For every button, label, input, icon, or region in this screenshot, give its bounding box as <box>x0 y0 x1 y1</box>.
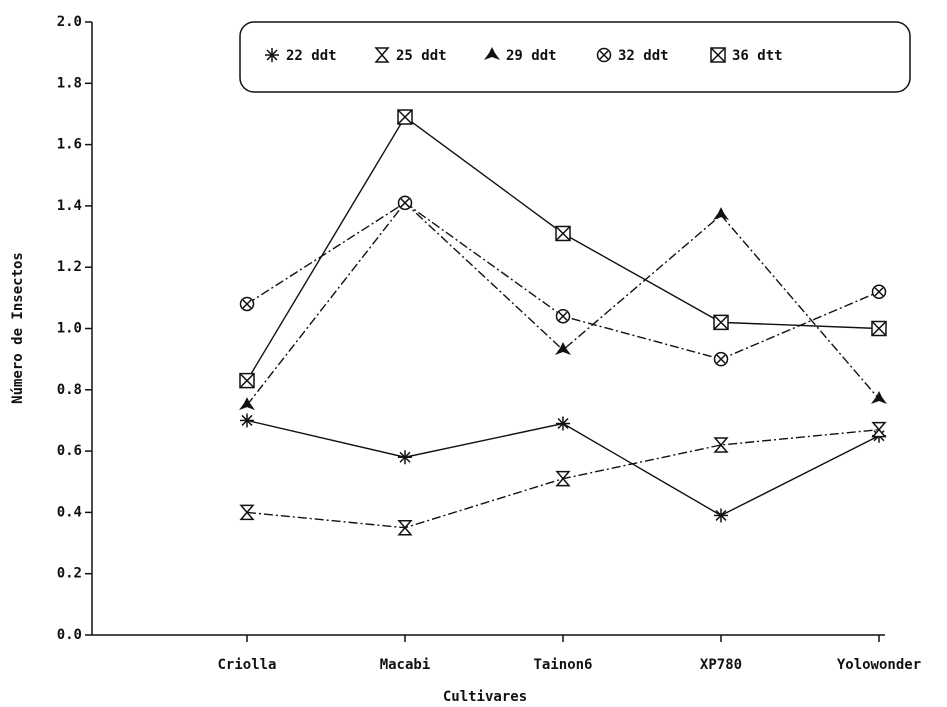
marker-stroke <box>397 109 413 125</box>
marker-stroke <box>599 50 609 60</box>
marker-stroke <box>242 299 252 309</box>
marker <box>714 508 728 523</box>
y-tick-label: 1.4 <box>57 198 82 214</box>
marker <box>713 437 729 453</box>
y-tick-label: 1.8 <box>57 75 82 91</box>
marker-shape <box>555 470 571 487</box>
marker-stroke <box>715 509 727 521</box>
marker-shape <box>397 519 413 536</box>
legend-label: 22 ddt <box>286 48 337 64</box>
legend-label: 32 ddt <box>618 48 669 64</box>
marker <box>710 47 726 63</box>
x-axis-label: Cultivares <box>443 689 527 705</box>
marker-shape <box>871 390 887 404</box>
marker-shape <box>484 47 500 60</box>
y-tick-label: 1.6 <box>57 137 82 153</box>
marker-shape <box>713 207 729 221</box>
y-tick-label: 1.0 <box>57 321 82 337</box>
marker <box>240 413 254 428</box>
marker-shape <box>555 341 571 355</box>
marker <box>239 397 255 411</box>
marker <box>555 470 571 487</box>
marker <box>871 390 887 404</box>
y-tick-label: 0.6 <box>57 443 82 459</box>
marker-stroke <box>557 417 569 430</box>
x-tick-label: XP780 <box>700 657 742 673</box>
marker <box>596 47 612 63</box>
x-tick-label: Macabi <box>380 657 431 673</box>
marker-stroke <box>241 414 253 426</box>
y-axis-label: Número de Insectos <box>10 252 26 404</box>
marker <box>265 48 279 62</box>
marker-stroke <box>874 287 884 297</box>
marker-stroke <box>710 47 726 63</box>
marker <box>397 109 413 125</box>
y-tick-label: 1.2 <box>57 259 82 275</box>
x-tick-label: Tainon6 <box>533 657 592 673</box>
marker <box>398 450 412 465</box>
series-line <box>246 115 880 381</box>
marker <box>713 351 729 367</box>
marker-stroke <box>266 49 278 61</box>
y-tick-label: 0.4 <box>57 504 82 520</box>
series-line <box>246 419 880 517</box>
marker <box>871 284 887 299</box>
marker-stroke <box>399 451 411 463</box>
marker-shape <box>713 437 729 453</box>
legend-label: 36 dtt <box>732 48 783 64</box>
marker <box>397 195 413 211</box>
marker <box>374 47 390 63</box>
marker-stroke <box>555 225 571 242</box>
y-tick-label: 0.2 <box>57 566 82 582</box>
marker <box>713 314 729 331</box>
legend-label: 29 ddt <box>506 48 557 64</box>
marker-stroke <box>713 314 729 330</box>
marker-shape <box>374 47 390 63</box>
marker <box>871 421 887 438</box>
marker-stroke <box>239 373 255 389</box>
legend-box <box>239 21 911 93</box>
marker <box>239 296 255 312</box>
marker <box>555 308 571 324</box>
marker <box>484 47 500 60</box>
marker-stroke <box>558 311 568 321</box>
marker <box>397 519 413 536</box>
marker-shape <box>239 397 255 411</box>
marker <box>239 372 255 389</box>
marker <box>555 225 571 242</box>
y-tick-label: 0.8 <box>57 382 82 398</box>
x-tick-label: Yolowonder <box>837 657 921 673</box>
marker <box>713 207 729 221</box>
marker-shape <box>239 504 255 521</box>
y-tick-label: 2.0 <box>57 14 82 30</box>
marker <box>555 341 571 355</box>
marker-shape <box>871 421 887 438</box>
marker-stroke <box>871 320 887 337</box>
marker <box>871 320 887 337</box>
y-tick-label: 0.0 <box>57 627 82 643</box>
marker-stroke <box>400 198 410 208</box>
marker-stroke <box>716 354 726 364</box>
marker <box>239 504 255 521</box>
x-tick-label: Criolla <box>217 657 276 673</box>
marker <box>556 416 570 431</box>
legend-label: 25 ddt <box>396 48 447 64</box>
